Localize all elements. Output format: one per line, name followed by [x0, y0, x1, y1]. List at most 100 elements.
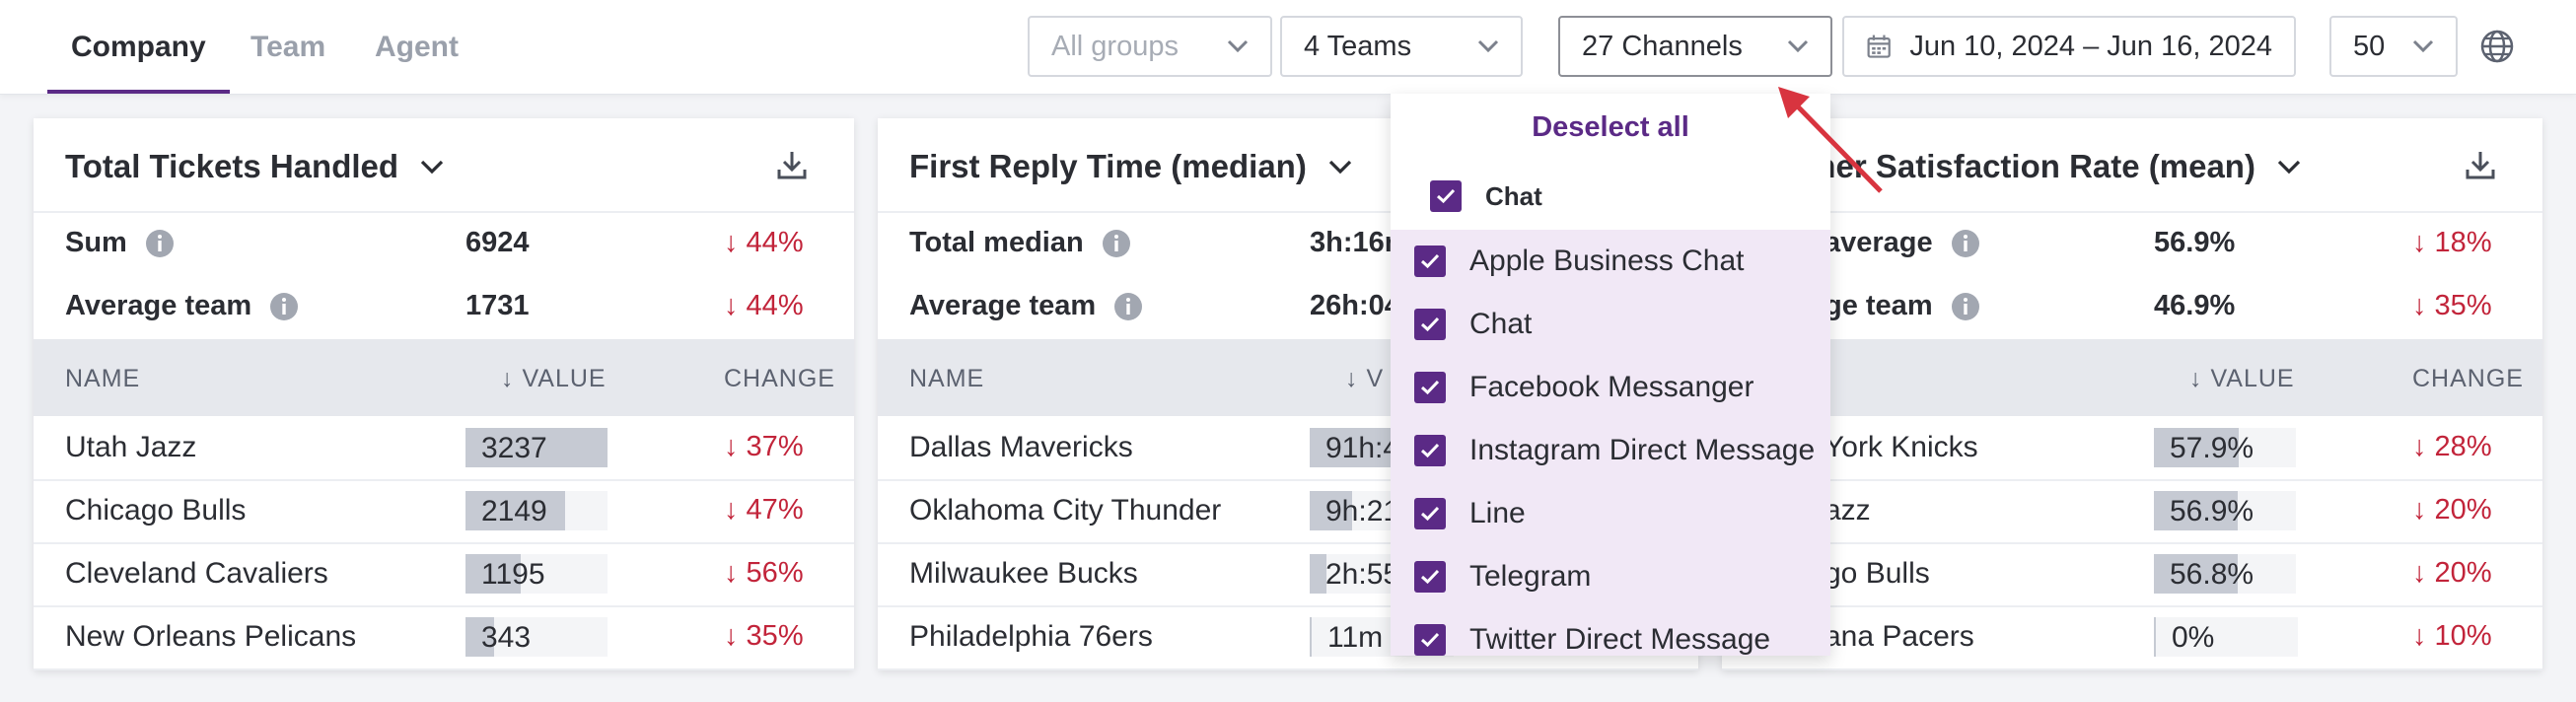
card-title[interactable]: Total Tickets Handled — [65, 148, 444, 185]
channel-option[interactable]: Line — [1414, 482, 1526, 545]
chevron-down-icon — [1227, 39, 1249, 53]
row-name: ana Pacers — [1825, 620, 1974, 653]
value-bar: 56.9% — [2154, 491, 2296, 530]
card-title[interactable]: First Reply Time (median) — [909, 148, 1352, 185]
info-icon[interactable] — [1102, 229, 1131, 258]
deselect-all-button[interactable]: Deselect all — [1532, 111, 1689, 143]
limit-select[interactable]: 50 — [2329, 16, 2458, 77]
card-title-text: Total Tickets Handled — [65, 148, 399, 184]
column-header-change[interactable]: CHANGE — [2412, 365, 2524, 392]
row-name: Dallas Mavericks — [909, 431, 1133, 463]
teams-select-label: 4 Teams — [1304, 30, 1412, 62]
value-bar: 57.9% — [2154, 428, 2296, 467]
channel-option[interactable]: Twitter Direct Message — [1414, 608, 1770, 656]
value-bar: 2149 — [465, 491, 608, 530]
row-name: Cleveland Cavaliers — [65, 557, 328, 590]
row-change: ↓ 20% — [2412, 494, 2492, 526]
check-icon — [1414, 372, 1446, 403]
column-header-value[interactable]: ↓ VALUE — [2189, 365, 2295, 392]
channel-option[interactable]: Apple Business Chat — [1414, 230, 1745, 293]
row-value: 11m — [1327, 621, 1384, 654]
info-icon[interactable] — [1113, 292, 1143, 321]
chevron-down-icon — [2412, 39, 2434, 53]
column-header-change[interactable]: CHANGE — [724, 365, 835, 392]
group-chat-checkbox[interactable]: Chat — [1430, 180, 1542, 212]
row-name: York Knicks — [1825, 431, 1978, 463]
table-header: NAME ↓ VALUE CHANGE — [34, 339, 854, 416]
table-row[interactable]: Cleveland Cavaliers 1195 ↓ 56% — [34, 542, 854, 607]
table-row[interactable]: azz 56.9% ↓ 20% — [1722, 479, 2542, 544]
channel-option[interactable]: Instagram Direct Message — [1414, 419, 1815, 482]
row-name: azz — [1825, 494, 1871, 526]
table-row[interactable]: ana Pacers 0% ↓ 10% — [1722, 605, 2542, 670]
value-bar: 343 — [465, 617, 608, 657]
channel-option-label: Twitter Direct Message — [1469, 623, 1771, 656]
table-header: ↓ VALUE CHANGE — [1722, 339, 2542, 416]
summary-change: ↓ 18% — [2412, 227, 2492, 258]
groups-select-label: All groups — [1051, 30, 1179, 62]
card-total-tickets: Total Tickets Handled Sum 6924 ↓ 44% Ave… — [34, 118, 854, 670]
card-satisfaction-rate: omer Satisfaction Rate (mean) average 56… — [1722, 118, 2542, 670]
info-icon[interactable] — [1951, 292, 1980, 321]
column-header-name[interactable]: NAME — [909, 365, 985, 392]
value-bar: 3237 — [465, 428, 608, 467]
summary-row: Total median 3h:16m — [878, 211, 1698, 274]
check-icon — [1430, 180, 1462, 212]
table-row[interactable]: Utah Jazz 3237 ↓ 37% — [34, 416, 854, 481]
top-bar: Company Team Agent All groups 4 Teams 27… — [0, 0, 2576, 95]
column-header-value[interactable]: ↓ VALUE — [501, 365, 607, 392]
table-row[interactable]: York Knicks 57.9% ↓ 28% — [1722, 416, 2542, 481]
column-header-name[interactable]: NAME — [65, 365, 141, 392]
row-change: ↓ 35% — [724, 620, 804, 652]
channels-select[interactable]: 27 Channels — [1558, 16, 1832, 77]
table-row[interactable]: Chicago Bulls 2149 ↓ 47% — [34, 479, 854, 544]
date-range-picker[interactable]: Jun 10, 2024 – Jun 16, 2024 — [1842, 16, 2296, 77]
chevron-down-icon — [420, 160, 444, 174]
table-row[interactable]: go Bulls 56.8% ↓ 20% — [1722, 542, 2542, 607]
tab-team[interactable]: Team — [250, 31, 326, 63]
check-icon — [1414, 498, 1446, 529]
column-header-value[interactable]: ↓ V — [1345, 365, 1385, 392]
summary-label: Total median — [909, 227, 1084, 258]
row-value: 56.8% — [2170, 558, 2254, 591]
row-change: ↓ 56% — [724, 557, 804, 589]
summary-change: ↓ 44% — [724, 290, 804, 321]
globe-icon[interactable] — [2478, 28, 2516, 65]
row-value: 56.9% — [2170, 495, 2254, 527]
row-change: ↓ 10% — [2412, 620, 2492, 652]
channel-option[interactable]: Chat — [1414, 293, 1532, 356]
info-icon[interactable] — [269, 292, 299, 321]
summary-value: 26h:04 — [1310, 290, 1400, 321]
group-label: Chat — [1485, 180, 1542, 211]
annotation-arrow-icon — [1778, 87, 1883, 193]
teams-select[interactable]: 4 Teams — [1280, 16, 1523, 77]
info-icon[interactable] — [145, 229, 175, 258]
summary-value: 46.9% — [2154, 290, 2236, 321]
groups-select[interactable]: All groups — [1028, 16, 1272, 77]
channels-select-label: 27 Channels — [1582, 30, 1743, 62]
summary-row: Average team 1731 ↓ 44% — [34, 274, 854, 337]
info-icon[interactable] — [1951, 229, 1980, 258]
tab-company[interactable]: Company — [47, 0, 230, 94]
value-bar: 56.8% — [2154, 554, 2296, 594]
row-change: ↓ 20% — [2412, 557, 2492, 589]
channel-option-label: Facebook Messanger — [1469, 371, 1754, 403]
download-icon[interactable] — [2464, 148, 2497, 181]
table-row[interactable]: New Orleans Pelicans 343 ↓ 35% — [34, 605, 854, 670]
row-change: ↓ 28% — [2412, 431, 2492, 462]
check-icon — [1414, 561, 1446, 593]
channel-option[interactable]: Facebook Messanger — [1414, 356, 1754, 419]
download-icon[interactable] — [775, 148, 809, 181]
row-change: ↓ 47% — [724, 494, 804, 526]
summary-label: Sum — [65, 227, 127, 258]
channel-option-label: Chat — [1469, 308, 1533, 340]
channels-dropdown-menu: Deselect all Chat Apple Business Chat Ch… — [1391, 94, 1830, 656]
check-icon — [1414, 246, 1446, 277]
summary-row: ge team 46.9% ↓ 35% — [1722, 274, 2542, 337]
tab-agent[interactable]: Agent — [375, 31, 459, 63]
channel-option[interactable]: Telegram — [1414, 545, 1591, 608]
row-name: go Bulls — [1825, 557, 1930, 590]
row-name: New Orleans Pelicans — [65, 620, 357, 653]
chevron-down-icon — [2277, 160, 2301, 174]
row-value: 2h:55 — [1325, 558, 1400, 591]
